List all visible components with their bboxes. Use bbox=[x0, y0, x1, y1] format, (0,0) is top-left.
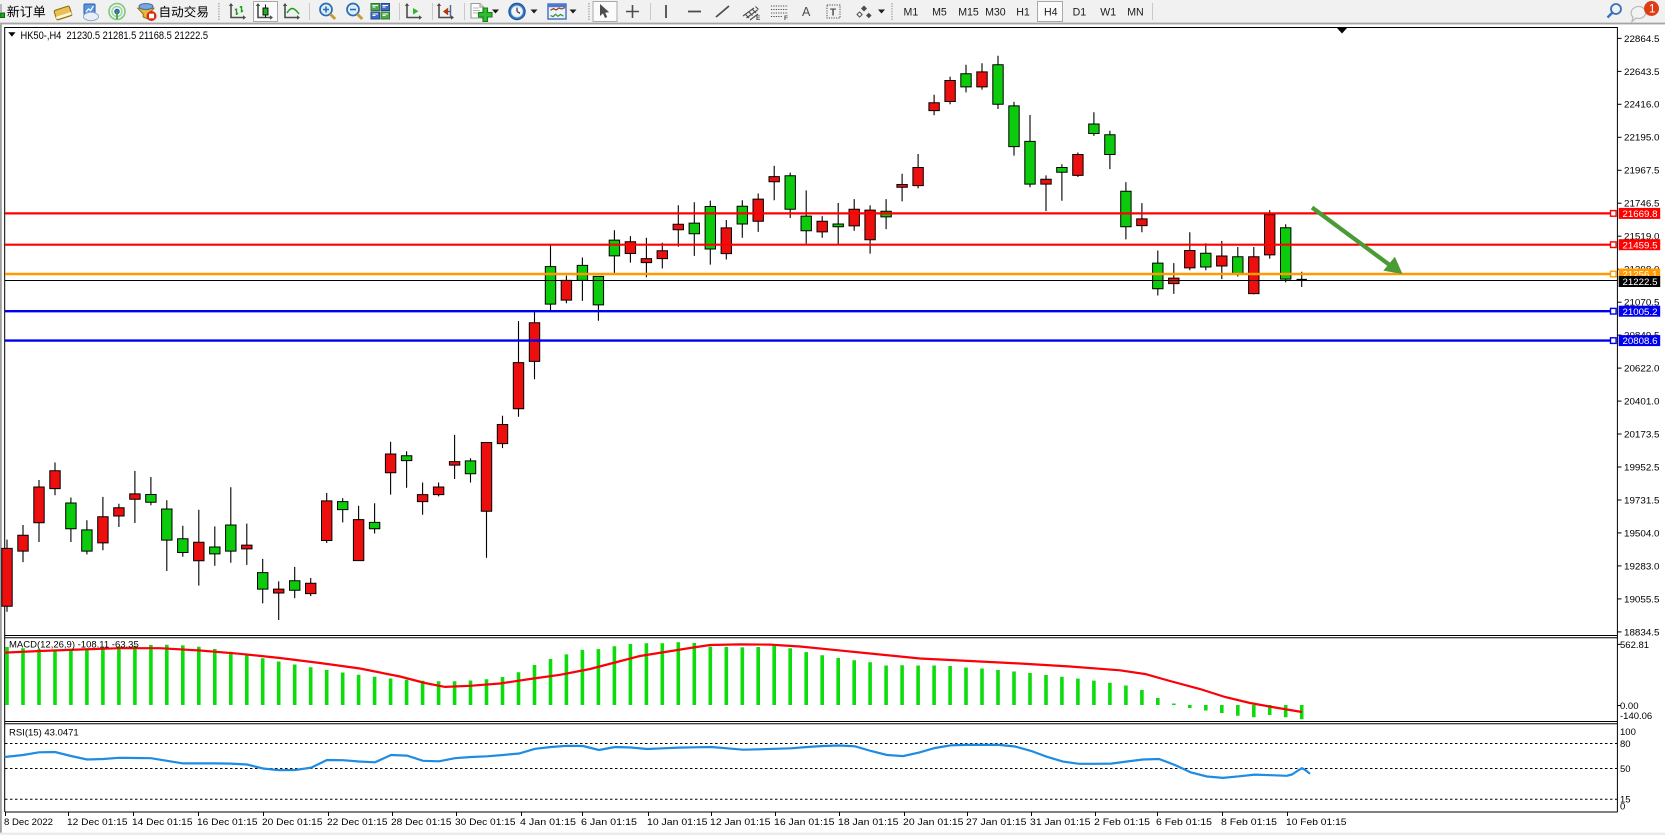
svg-text:0.00: 0.00 bbox=[1620, 701, 1639, 712]
svg-text:21669.8: 21669.8 bbox=[1623, 209, 1658, 220]
svg-text:M15: M15 bbox=[958, 7, 979, 19]
svg-text:19952.5: 19952.5 bbox=[1624, 462, 1660, 473]
svg-text:100: 100 bbox=[1620, 727, 1636, 738]
svg-text:20173.5: 20173.5 bbox=[1624, 429, 1660, 440]
svg-text:M5: M5 bbox=[932, 7, 947, 19]
svg-text:21519.0: 21519.0 bbox=[1624, 232, 1660, 243]
svg-text:28 Dec 01:15: 28 Dec 01:15 bbox=[391, 817, 452, 828]
svg-text:22864.5: 22864.5 bbox=[1624, 34, 1660, 45]
svg-text:W1: W1 bbox=[1100, 7, 1116, 19]
svg-text:20 Jan 01:15: 20 Jan 01:15 bbox=[903, 817, 964, 828]
svg-text:20401.0: 20401.0 bbox=[1624, 397, 1660, 408]
svg-text:22 Dec 01:15: 22 Dec 01:15 bbox=[327, 817, 388, 828]
svg-text:27 Jan 01:15: 27 Jan 01:15 bbox=[966, 817, 1027, 828]
svg-text:16 Jan 01:15: 16 Jan 01:15 bbox=[774, 817, 835, 828]
svg-text:22416.0: 22416.0 bbox=[1624, 100, 1660, 111]
svg-text:80: 80 bbox=[1620, 739, 1631, 750]
svg-text:21070.5: 21070.5 bbox=[1624, 298, 1660, 309]
svg-text:19055.5: 19055.5 bbox=[1624, 594, 1660, 605]
svg-text:8 Dec 2022: 8 Dec 2022 bbox=[4, 817, 53, 828]
svg-text:12 Dec 01:15: 12 Dec 01:15 bbox=[67, 817, 128, 828]
svg-text:15: 15 bbox=[1620, 795, 1631, 806]
svg-text:6 Jan 01:15: 6 Jan 01:15 bbox=[581, 817, 637, 828]
svg-text:10 Jan 01:15: 10 Jan 01:15 bbox=[647, 817, 708, 828]
svg-text:16 Dec 01:15: 16 Dec 01:15 bbox=[197, 817, 258, 828]
svg-text:21459.5: 21459.5 bbox=[1623, 240, 1658, 251]
svg-text:20622.0: 20622.0 bbox=[1624, 364, 1660, 375]
svg-text:12 Jan 01:15: 12 Jan 01:15 bbox=[710, 817, 771, 828]
svg-text:22195.0: 22195.0 bbox=[1624, 133, 1660, 144]
svg-text:19731.5: 19731.5 bbox=[1624, 495, 1660, 506]
svg-text:E: E bbox=[756, 15, 761, 22]
svg-text:H4: H4 bbox=[1044, 7, 1058, 19]
svg-text:-140.06: -140.06 bbox=[1620, 711, 1652, 722]
svg-text:MN: MN bbox=[1127, 7, 1143, 19]
svg-text:19504.0: 19504.0 bbox=[1624, 528, 1660, 539]
svg-text:RSI(15) 43.0471: RSI(15) 43.0471 bbox=[9, 728, 79, 739]
svg-text:20808.6: 20808.6 bbox=[1623, 336, 1658, 347]
svg-text:21222.5: 21222.5 bbox=[1623, 277, 1658, 288]
svg-text:10 Feb 01:15: 10 Feb 01:15 bbox=[1286, 817, 1347, 828]
svg-text:18 Jan 01:15: 18 Jan 01:15 bbox=[838, 817, 899, 828]
svg-text:22643.5: 22643.5 bbox=[1624, 67, 1660, 78]
svg-text:21005.2: 21005.2 bbox=[1623, 307, 1658, 318]
svg-text:562.81: 562.81 bbox=[1620, 640, 1649, 651]
svg-text:20 Dec 01:15: 20 Dec 01:15 bbox=[262, 817, 323, 828]
svg-text:30 Dec 01:15: 30 Dec 01:15 bbox=[455, 817, 516, 828]
svg-text:MACD(12,26,9) -108.11 -63.35: MACD(12,26,9) -108.11 -63.35 bbox=[9, 640, 139, 651]
svg-text:19283.0: 19283.0 bbox=[1624, 561, 1660, 572]
svg-text:1: 1 bbox=[1649, 4, 1655, 16]
svg-text:50: 50 bbox=[1620, 764, 1631, 775]
svg-text:21967.5: 21967.5 bbox=[1624, 166, 1660, 177]
svg-text:6 Feb 01:15: 6 Feb 01:15 bbox=[1156, 817, 1212, 828]
svg-text:M30: M30 bbox=[985, 7, 1006, 19]
svg-text:F: F bbox=[784, 15, 788, 22]
svg-text:8 Feb 01:15: 8 Feb 01:15 bbox=[1221, 817, 1277, 828]
svg-text:T: T bbox=[830, 8, 836, 19]
svg-text:18834.5: 18834.5 bbox=[1624, 627, 1660, 638]
svg-text:14 Dec 01:15: 14 Dec 01:15 bbox=[132, 817, 193, 828]
svg-text:2 Feb 01:15: 2 Feb 01:15 bbox=[1094, 817, 1150, 828]
svg-text:HK50-,H4 21230.5 21281.5 2116: HK50-,H4 21230.5 21281.5 21168.5 21222.5 bbox=[21, 30, 209, 42]
svg-text:21746.5: 21746.5 bbox=[1624, 199, 1660, 210]
svg-text:0: 0 bbox=[1620, 802, 1625, 813]
svg-text:4 Jan 01:15: 4 Jan 01:15 bbox=[520, 817, 576, 828]
svg-text:M1: M1 bbox=[904, 7, 919, 19]
svg-text:D1: D1 bbox=[1073, 7, 1087, 19]
svg-text:21256.1: 21256.1 bbox=[1623, 270, 1658, 281]
svg-text:H1: H1 bbox=[1016, 7, 1030, 19]
svg-text:31 Jan 01:15: 31 Jan 01:15 bbox=[1030, 817, 1091, 828]
svg-text:A: A bbox=[802, 5, 811, 19]
